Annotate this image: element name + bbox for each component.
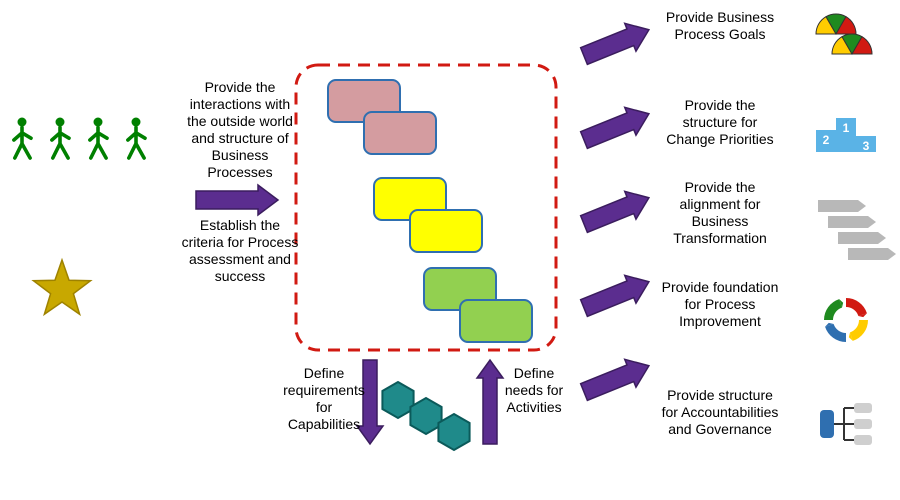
process-card-5 xyxy=(460,300,532,342)
arrow-output-2 xyxy=(578,100,654,154)
svg-text:Business: Business xyxy=(692,213,749,229)
svg-text:Activities: Activities xyxy=(506,399,561,415)
svg-text:criteria for Process: criteria for Process xyxy=(182,234,299,250)
label-priorities: Provide thestructure forChange Prioritie… xyxy=(666,97,773,147)
arrow-output-1 xyxy=(578,16,654,70)
label-capabilities: DefinerequirementsforCapabilities xyxy=(283,365,365,432)
svg-text:needs for: needs for xyxy=(505,382,564,398)
svg-text:Transformation: Transformation xyxy=(673,230,767,246)
svg-text:Establish the: Establish the xyxy=(200,217,280,233)
person-icon-0 xyxy=(14,118,31,159)
svg-text:Provide the: Provide the xyxy=(685,97,756,113)
person-icon-2 xyxy=(90,118,107,159)
person-icon-3 xyxy=(128,118,145,159)
arrow-output-5 xyxy=(578,352,654,406)
person-icon-1 xyxy=(52,118,69,159)
stagger-icon xyxy=(818,200,896,260)
svg-text:Define: Define xyxy=(304,365,345,381)
label-activities: Defineneeds forActivities xyxy=(505,365,564,415)
svg-text:assessment and: assessment and xyxy=(189,251,291,267)
label-governance: Provide structurefor Accountabilitiesand… xyxy=(662,387,779,437)
svg-text:Change Priorities: Change Priorities xyxy=(666,131,773,147)
label-improvement: Provide foundationfor ProcessImprovement xyxy=(662,279,779,329)
process-card-1 xyxy=(364,112,436,154)
hexagon-icon-2 xyxy=(438,414,469,450)
svg-text:Capabilities: Capabilities xyxy=(288,416,360,432)
hexagon-icon-0 xyxy=(382,382,413,418)
svg-text:and Governance: and Governance xyxy=(668,421,772,437)
svg-text:Provide Business: Provide Business xyxy=(666,9,774,25)
goals-icon xyxy=(816,14,872,54)
svg-text:interactions with: interactions with xyxy=(190,96,290,112)
process-card-3 xyxy=(410,210,482,252)
arrow-input xyxy=(196,185,278,215)
svg-text:Provide structure: Provide structure xyxy=(667,387,773,403)
arrow-activities xyxy=(477,360,503,444)
svg-text:Process Goals: Process Goals xyxy=(674,26,765,42)
hexagon-icon-1 xyxy=(410,398,441,434)
svg-text:the outside world: the outside world xyxy=(187,113,293,129)
svg-text:Define: Define xyxy=(514,365,555,381)
svg-text:3: 3 xyxy=(863,139,870,153)
arrow-output-3 xyxy=(578,184,654,238)
org-icon xyxy=(820,403,872,445)
arrow-capabilities xyxy=(357,360,383,444)
label-goals: Provide BusinessProcess Goals xyxy=(666,9,774,42)
svg-text:Improvement: Improvement xyxy=(679,313,761,329)
podium-icon: 12 3 xyxy=(816,118,876,153)
svg-text:Provide the: Provide the xyxy=(205,79,276,95)
svg-text:Processes: Processes xyxy=(207,164,272,180)
cycle-icon xyxy=(824,298,868,342)
svg-text:and structure of: and structure of xyxy=(191,130,288,146)
arrow-output-4 xyxy=(578,268,654,322)
svg-text:for: for xyxy=(316,399,333,415)
svg-text:alignment for: alignment for xyxy=(680,196,761,212)
svg-text:for Process: for Process xyxy=(685,296,756,312)
svg-text:Provide foundation: Provide foundation xyxy=(662,279,779,295)
svg-text:structure for: structure for xyxy=(683,114,758,130)
label-transformation: Provide thealignment forBusinessTransfor… xyxy=(673,179,767,246)
svg-text:requirements: requirements xyxy=(283,382,365,398)
label-criteria: Establish thecriteria for Processassessm… xyxy=(182,217,299,284)
svg-text:2: 2 xyxy=(823,133,830,147)
svg-text:success: success xyxy=(215,268,266,284)
svg-text:Business: Business xyxy=(212,147,269,163)
svg-text:1: 1 xyxy=(843,121,850,135)
svg-text:Provide the: Provide the xyxy=(685,179,756,195)
svg-text:for Accountabilities: for Accountabilities xyxy=(662,404,779,420)
label-interactions: Provide theinteractions withthe outside … xyxy=(187,79,293,180)
star-icon xyxy=(33,260,90,314)
